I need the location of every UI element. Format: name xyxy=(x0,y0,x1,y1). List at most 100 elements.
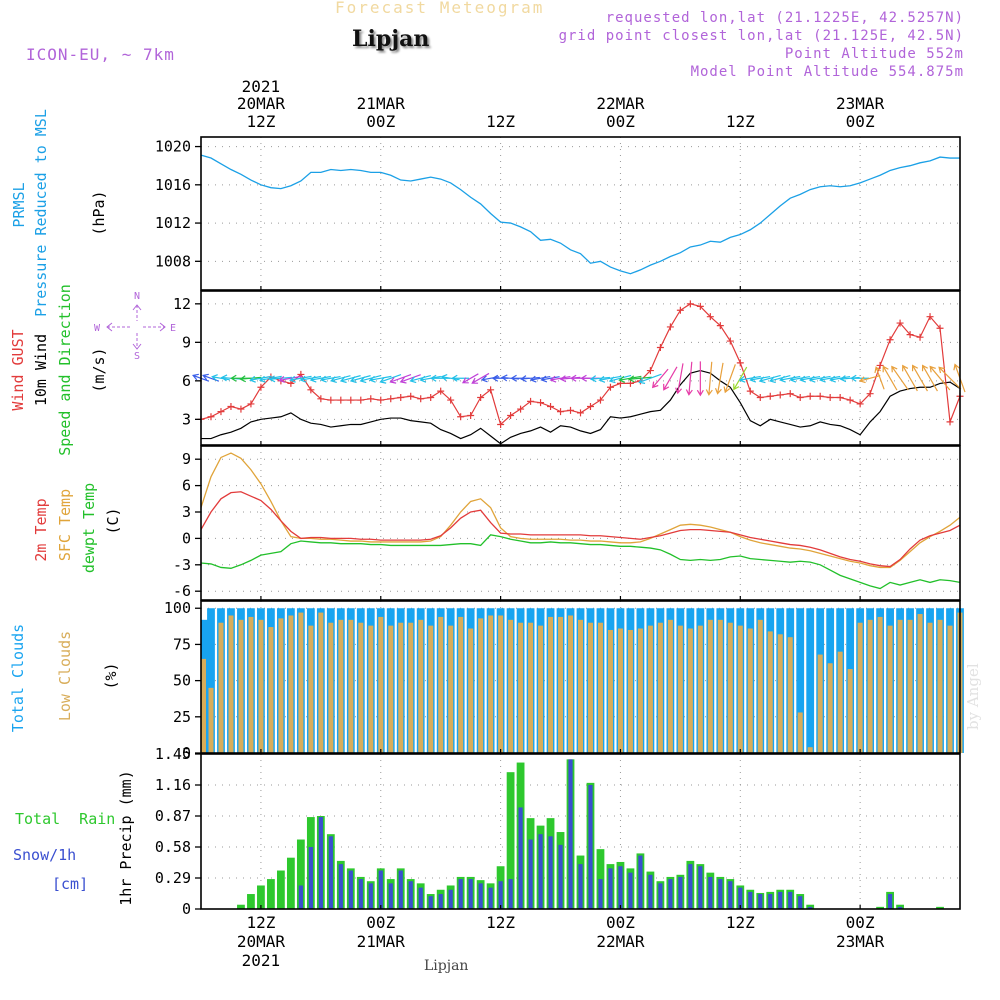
gust-marker xyxy=(906,331,914,339)
low-cloud-bar xyxy=(408,622,414,753)
low-cloud-bar xyxy=(268,627,274,753)
snow-bar xyxy=(648,874,653,909)
ytick-label: 0.87 xyxy=(155,807,191,825)
gust-marker xyxy=(836,394,844,402)
gust-marker xyxy=(307,386,315,394)
low-cloud-bar xyxy=(288,615,294,753)
wind-arrow xyxy=(529,375,551,383)
wind-arrow xyxy=(808,375,831,383)
wind-arrow xyxy=(696,361,704,397)
gust-marker xyxy=(736,359,744,367)
low-cloud-bar xyxy=(927,622,933,753)
compass-e: E xyxy=(170,323,176,334)
low-cloud-bar xyxy=(837,651,843,753)
clouds-frame xyxy=(200,600,961,754)
snow-bar xyxy=(548,836,553,909)
rain-bar xyxy=(237,904,245,909)
wind-arrow xyxy=(589,375,611,383)
low-cloud-bar xyxy=(897,619,903,753)
total-clouds-label: Total Clouds xyxy=(9,624,27,732)
low-cloud-bar xyxy=(607,629,613,753)
wind-arrow xyxy=(608,374,632,384)
gust-marker xyxy=(586,403,594,410)
ytick-label: 1.16 xyxy=(155,776,191,794)
wind-arrow xyxy=(902,364,918,392)
pressure-unit: (hPa) xyxy=(90,190,108,235)
top-label-hour: 00Z xyxy=(366,112,395,131)
gust-marker xyxy=(686,300,694,308)
gust-marker xyxy=(936,324,944,332)
gust-marker xyxy=(337,396,345,404)
gust-marker xyxy=(357,396,365,404)
top-label-date: 23MAR xyxy=(836,94,885,113)
bottom-label-hour: 12Z xyxy=(486,913,515,932)
low-cloud-bar xyxy=(807,747,813,753)
snow-bar xyxy=(728,881,733,909)
wind-arrow xyxy=(911,364,928,392)
low-cloud-bar xyxy=(657,622,663,753)
low-cloud-bar xyxy=(428,625,434,753)
ytick-label: 25 xyxy=(173,708,191,726)
wind-arrow xyxy=(309,375,331,383)
low-cloud-bar xyxy=(747,628,753,753)
snow-bar xyxy=(448,889,453,909)
gust-marker xyxy=(776,391,784,399)
gust-marker xyxy=(207,413,215,421)
low-cloud-bar xyxy=(637,628,643,753)
low-cloud-bar xyxy=(458,616,464,753)
rain-bar xyxy=(296,839,305,909)
wind-arrow xyxy=(685,361,693,396)
top-label-date: 22MAR xyxy=(596,94,645,113)
ytick-label: 12 xyxy=(173,295,191,313)
gust-marker xyxy=(477,394,485,402)
wind-arrow xyxy=(789,375,811,383)
top-label-hour: 00Z xyxy=(606,112,635,131)
ytick-label: 3 xyxy=(182,503,191,521)
low-cloud-bar xyxy=(201,658,206,753)
bottom-label-hour: 00Z xyxy=(366,913,395,932)
snow-bar xyxy=(628,872,633,909)
wind-arrow xyxy=(638,373,662,384)
ytick-label: 6 xyxy=(182,477,191,495)
low-cloud-bar xyxy=(597,622,603,753)
gust-marker xyxy=(896,319,904,327)
low-cloud-bar xyxy=(398,622,404,753)
wind-arrow xyxy=(419,375,441,383)
low-cloud-bar xyxy=(228,615,234,753)
top-label-hour: 12Z xyxy=(246,112,275,131)
gust-marker xyxy=(696,302,704,310)
wind-arrow xyxy=(723,364,736,394)
wind-arrow xyxy=(749,375,771,383)
snow-bar xyxy=(358,879,363,909)
compass-w: W xyxy=(94,323,101,334)
low-cloud-bar xyxy=(797,712,803,753)
rain-bar xyxy=(936,906,944,909)
gust-marker xyxy=(786,390,794,398)
wind-arrow xyxy=(921,364,938,392)
precip-axis-label: 1hr Precip (mm) xyxy=(117,770,135,905)
snow-bar xyxy=(568,759,573,909)
gust-marker xyxy=(547,403,555,410)
ytick-label: 9 xyxy=(182,450,191,468)
wind-arrow xyxy=(768,374,791,384)
ytick-label: 3 xyxy=(182,410,191,428)
dewpt-line xyxy=(200,534,961,590)
wind-arrow xyxy=(829,375,851,383)
pressure-frame xyxy=(200,136,961,291)
gust-marker xyxy=(447,396,455,404)
ytick-label: 0.58 xyxy=(155,838,191,856)
ytick-label: 50 xyxy=(173,672,191,690)
gust-marker xyxy=(806,392,814,400)
wind-arrow xyxy=(819,375,841,383)
gust-marker xyxy=(746,387,754,395)
snow-bar xyxy=(308,847,313,909)
wind-arrow xyxy=(799,375,821,383)
sfc-temp-line xyxy=(200,452,961,569)
precip-yticks: 0 0.29 0.58 0.87 1.16 1.45 xyxy=(155,745,861,918)
wind-arrow xyxy=(330,375,351,384)
gust-marker xyxy=(507,411,515,419)
snow-bar xyxy=(808,906,813,909)
top-label-hour: 12Z xyxy=(486,112,515,131)
gust-marker xyxy=(876,361,884,369)
rain-bar xyxy=(267,879,275,909)
